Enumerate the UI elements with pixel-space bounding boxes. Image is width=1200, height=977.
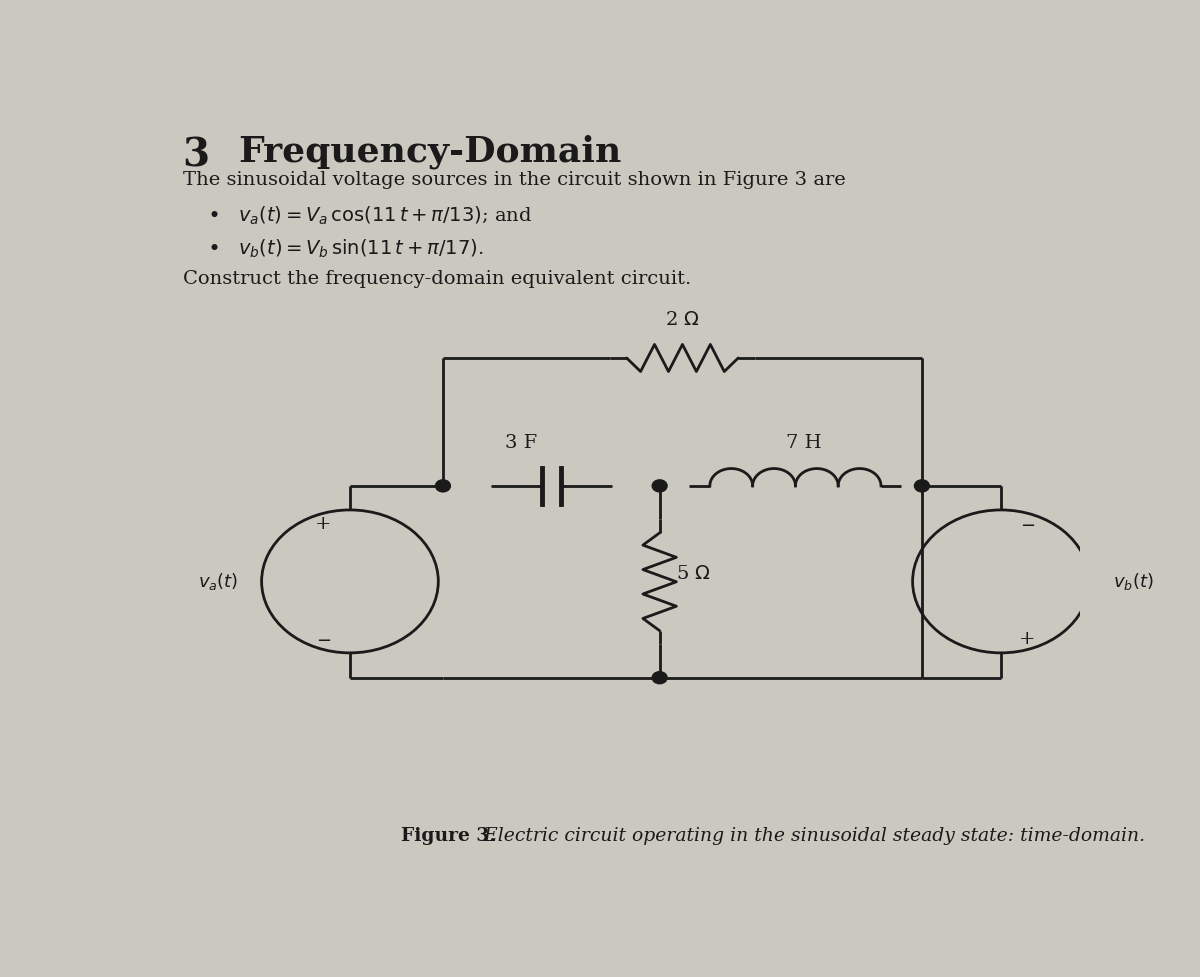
Text: $v_b(t)$: $v_b(t)$ — [1112, 571, 1153, 592]
Text: +: + — [316, 515, 331, 533]
Text: $-$: $-$ — [316, 629, 331, 648]
Text: 7 H: 7 H — [786, 434, 822, 452]
Text: $-$: $-$ — [1020, 515, 1036, 533]
Text: Frequency-Domain: Frequency-Domain — [239, 135, 622, 169]
Text: $\bullet$: $\bullet$ — [208, 204, 220, 224]
Text: Construct the frequency-domain equivalent circuit.: Construct the frequency-domain equivalen… — [182, 270, 691, 288]
Circle shape — [653, 671, 667, 684]
Text: 2 $\Omega$: 2 $\Omega$ — [665, 312, 700, 329]
Text: 3 F: 3 F — [505, 434, 538, 452]
Text: $v_b(t) = V_b\,\sin(11\,t + \pi/17)$.: $v_b(t) = V_b\,\sin(11\,t + \pi/17)$. — [239, 237, 484, 260]
Circle shape — [914, 480, 929, 491]
Text: Figure 3.: Figure 3. — [401, 828, 496, 845]
Circle shape — [436, 480, 450, 491]
Text: +: + — [1019, 629, 1036, 648]
Text: Electric circuit operating in the sinusoidal steady state: time-domain.: Electric circuit operating in the sinuso… — [479, 828, 1146, 845]
Text: The sinusoidal voltage sources in the circuit shown in Figure 3 are: The sinusoidal voltage sources in the ci… — [182, 171, 845, 190]
Circle shape — [653, 480, 667, 491]
Text: $\bullet$: $\bullet$ — [208, 237, 220, 257]
Text: 5 $\Omega$: 5 $\Omega$ — [677, 566, 712, 583]
Text: 3: 3 — [182, 136, 210, 174]
Text: $v_a(t) = V_a\,\cos(11\,t + \pi/13)$; and: $v_a(t) = V_a\,\cos(11\,t + \pi/13)$; an… — [239, 204, 533, 227]
Text: $v_a(t)$: $v_a(t)$ — [198, 571, 239, 592]
